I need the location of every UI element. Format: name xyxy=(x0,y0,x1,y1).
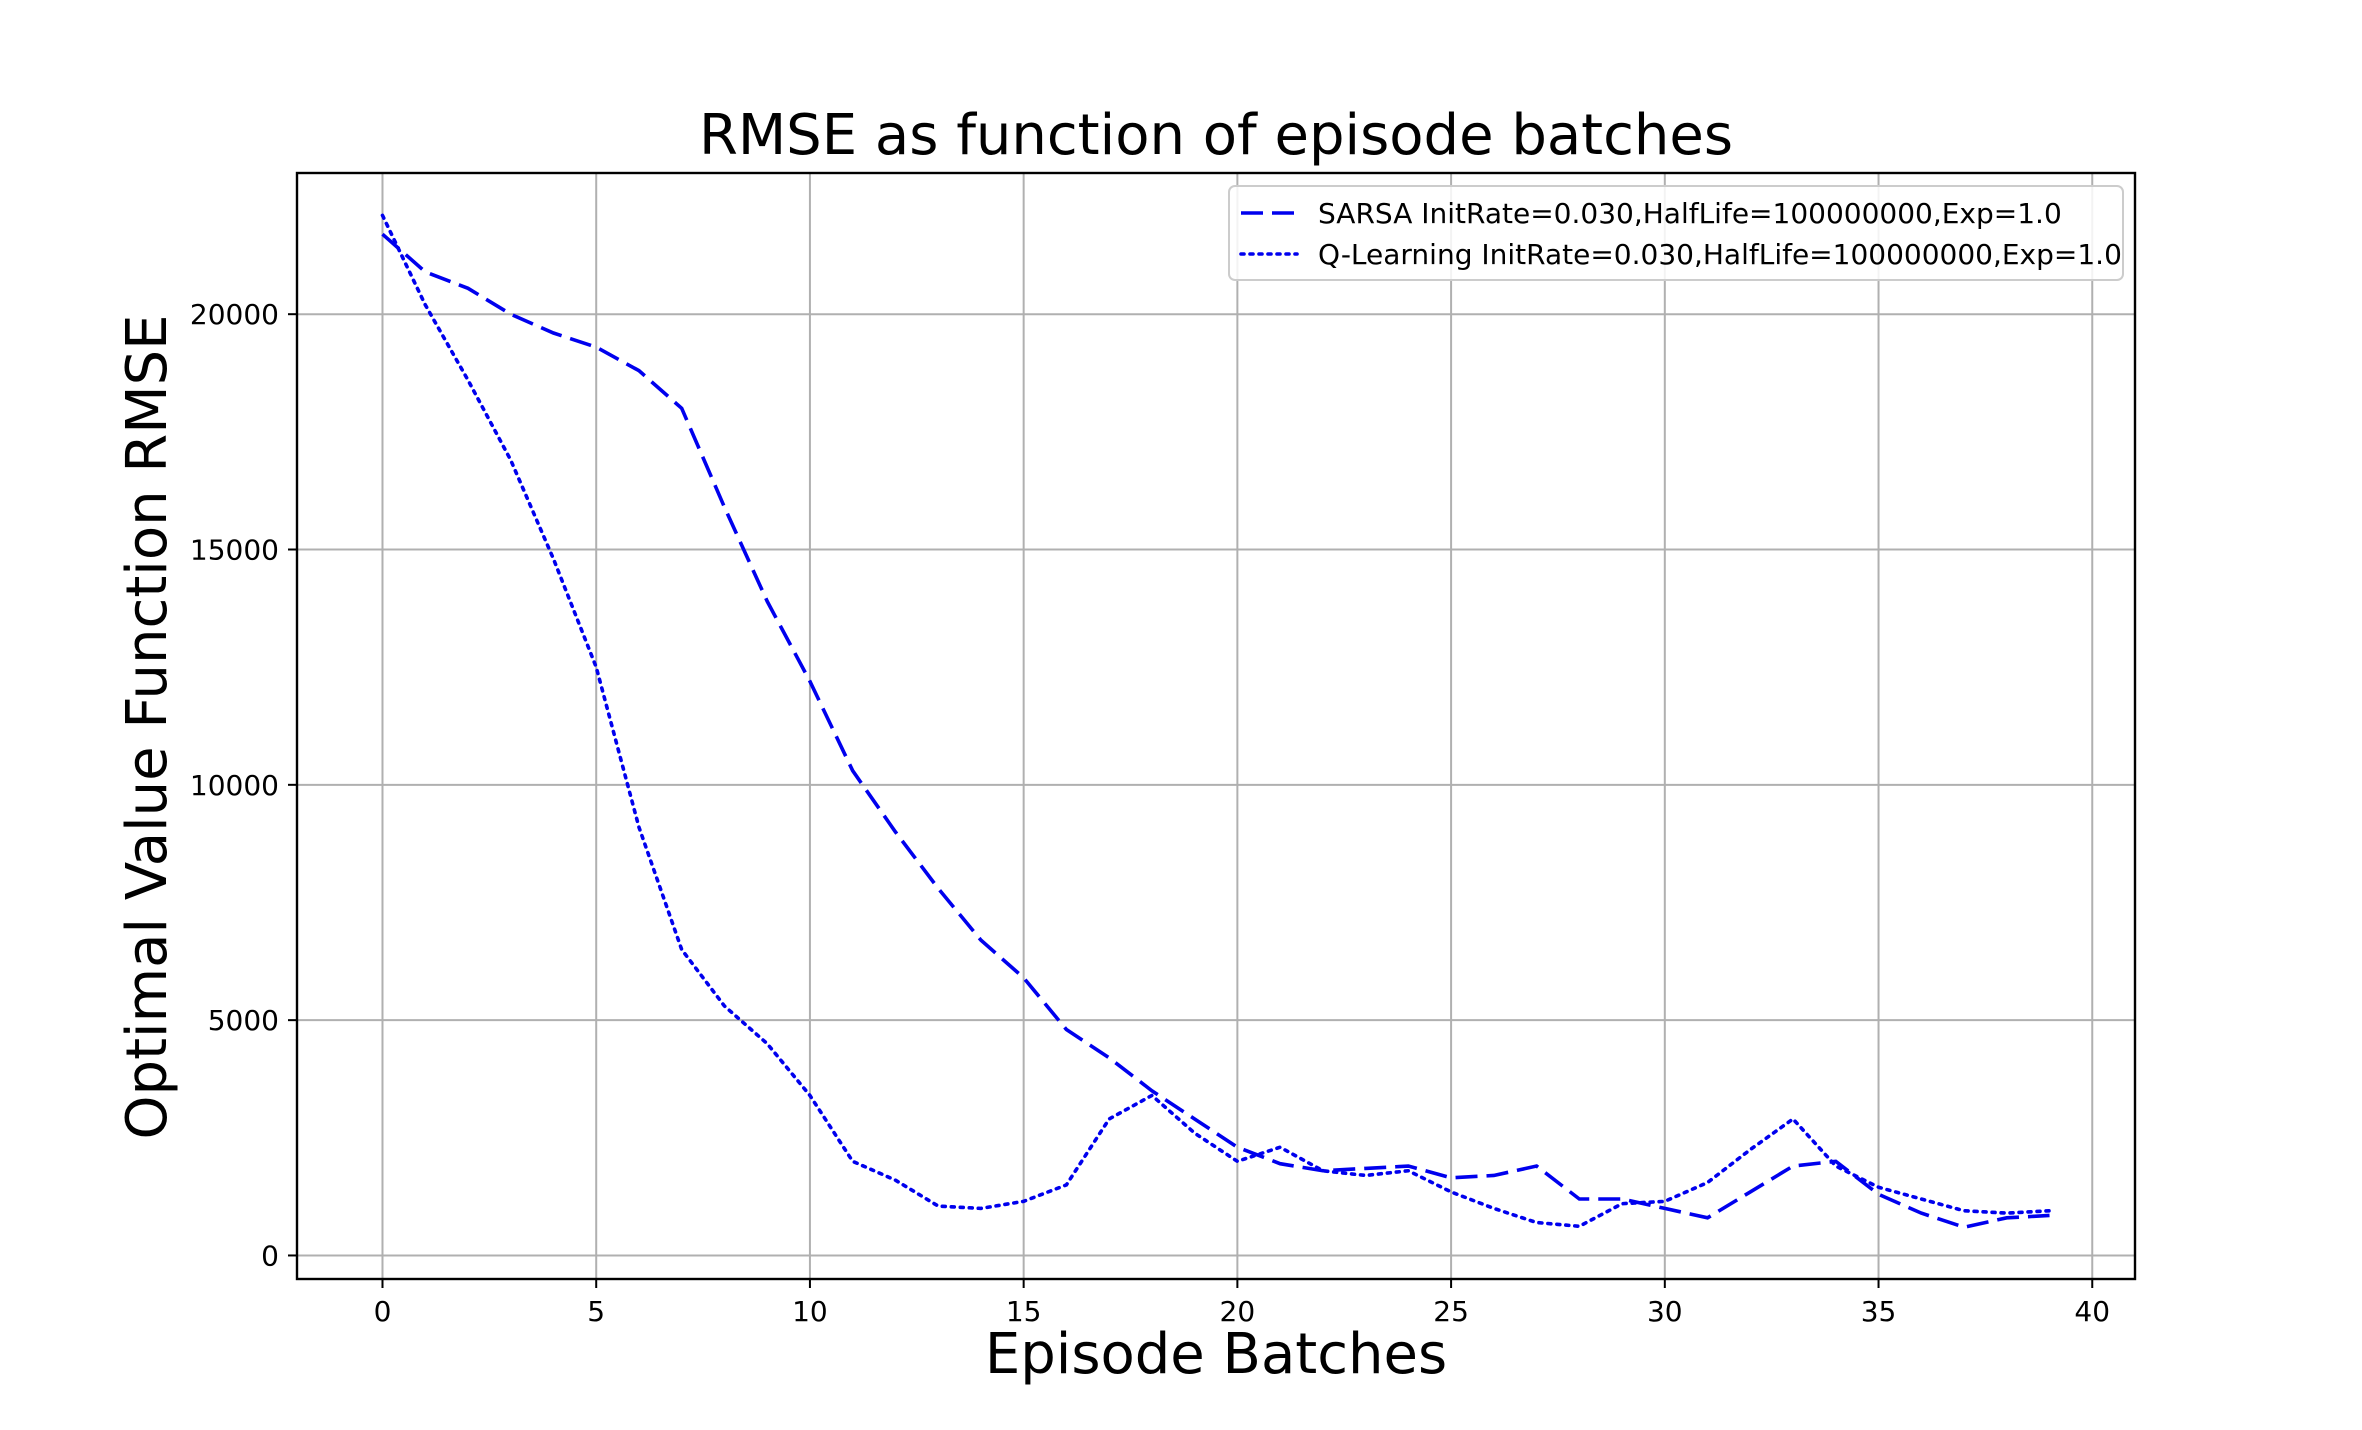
legend-label: Q-Learning InitRate=0.030,HalfLife=10000… xyxy=(1318,238,2122,271)
y-tick-label: 10000 xyxy=(190,769,279,802)
y-tick-label: 20000 xyxy=(190,298,279,331)
plot-frame xyxy=(295,171,2137,1281)
series-line-sarsa xyxy=(381,232,2050,1230)
x-tick-label: 25 xyxy=(1433,1295,1469,1328)
x-tick-label: 15 xyxy=(1006,1295,1042,1328)
legend-label: SARSA InitRate=0.030,HalfLife=100000000,… xyxy=(1318,197,2062,230)
legend: SARSA InitRate=0.030,HalfLife=100000000,… xyxy=(1228,185,2124,281)
x-tick-label: 10 xyxy=(792,1295,828,1328)
series-line-q-learning xyxy=(380,213,2052,1229)
series-layer xyxy=(380,213,2052,1230)
ticks: 0 5 10 15 20 25 30 35 40 0 5000 10000 15000 20000 xyxy=(190,298,2110,1328)
chart-title: RMSE as function of episode batches xyxy=(699,103,1733,168)
y-tick-label: 5000 xyxy=(208,1004,279,1037)
y-tick-label: 0 xyxy=(261,1239,279,1272)
x-tick-label: 5 xyxy=(587,1295,605,1328)
x-tick-label: 20 xyxy=(1220,1295,1256,1328)
x-axis-label: Episode Batches xyxy=(985,1322,1447,1387)
x-tick-label: 0 xyxy=(374,1295,392,1328)
y-axis-label: Optimal Value Function RMSE xyxy=(115,314,180,1139)
x-tick-label: 30 xyxy=(1647,1295,1683,1328)
x-tick-label: 35 xyxy=(1861,1295,1897,1328)
y-tick-label: 15000 xyxy=(190,534,279,567)
x-tick-label: 40 xyxy=(2074,1295,2110,1328)
legend-box xyxy=(1228,185,2124,281)
grid xyxy=(297,173,2135,1279)
